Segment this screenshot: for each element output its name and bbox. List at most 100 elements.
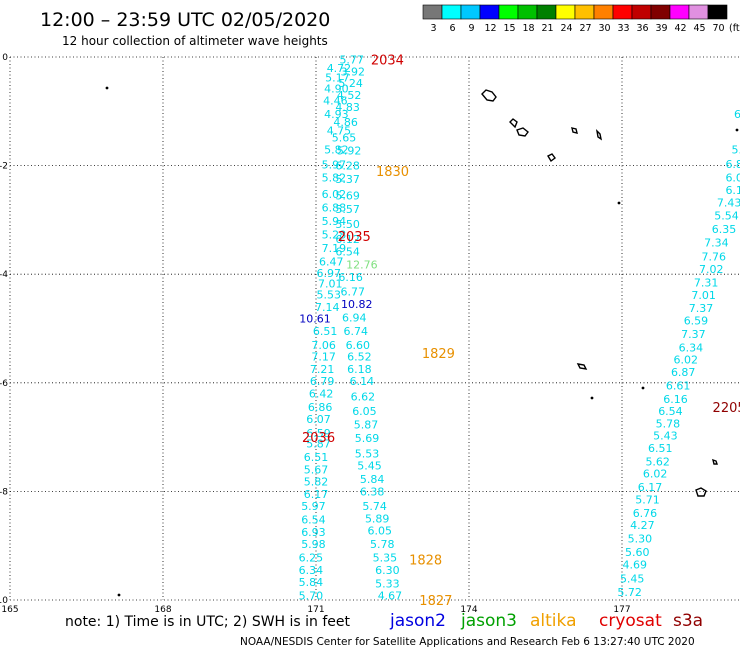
colorbar-label: 6 bbox=[449, 23, 455, 34]
wave-height-value: 4.93 bbox=[324, 108, 349, 121]
wave-height-value: 7.01 bbox=[318, 277, 343, 290]
island-dot bbox=[735, 128, 739, 132]
colorbar-label: 39 bbox=[655, 23, 667, 34]
colorbar-swatch bbox=[707, 4, 728, 20]
wave-height-value: 5.78 bbox=[370, 538, 395, 551]
wave-height-tracks: 5.774.723.925.175.244.904.524.464.834.93… bbox=[299, 54, 740, 603]
wave-height-value: 6.94 bbox=[342, 312, 367, 325]
wave-height-value: 4.52 bbox=[337, 89, 362, 102]
colorbar-label: 24 bbox=[560, 23, 572, 34]
mission-legend-altika: altika bbox=[530, 611, 577, 631]
wave-height-value: 5.82 bbox=[304, 476, 329, 489]
wave-height-value: 12.76 bbox=[346, 258, 378, 271]
footer-credit: NOAA/NESDIS Center for Satellite Applica… bbox=[240, 636, 695, 648]
colorbar-label: 42 bbox=[674, 23, 686, 34]
island-dot bbox=[617, 201, 621, 205]
wave-height-value: 6.76 bbox=[633, 507, 658, 520]
colorbar-swatch bbox=[460, 4, 481, 20]
colorbar-swatch bbox=[498, 4, 519, 20]
colorbar-swatch bbox=[631, 4, 652, 20]
colorbar-swatch bbox=[650, 4, 671, 20]
wave-height-value: 7.06 bbox=[311, 339, 336, 352]
wave-height-value: 7.02 bbox=[699, 263, 724, 276]
wave-height-value: 4.75 bbox=[327, 124, 352, 137]
wave-height-value: 6.07 bbox=[306, 413, 331, 426]
wave-height-value: 7.21 bbox=[310, 363, 335, 376]
colorbar-swatch bbox=[479, 4, 500, 20]
colorbar-swatch bbox=[555, 4, 576, 20]
wave-height-value: 6.18 bbox=[347, 363, 372, 376]
colorbar-label: 18 bbox=[522, 23, 534, 34]
wave-height-value: 4.90 bbox=[324, 82, 349, 95]
pass-time-label: 1830 bbox=[376, 165, 409, 180]
island-outline bbox=[481, 89, 497, 102]
wave-height-value: 6.8 bbox=[725, 158, 740, 171]
wave-height-value: 6.61 bbox=[666, 380, 691, 393]
island-dot bbox=[105, 86, 109, 90]
wave-height-value: 5.87 bbox=[306, 438, 331, 451]
colorbar-swatch bbox=[669, 4, 690, 20]
wave-height-value: 6.34 bbox=[679, 342, 704, 355]
wave-height-value: 4.86 bbox=[333, 116, 358, 129]
colorbar-swatch bbox=[536, 4, 557, 20]
longitude-label: 171 bbox=[307, 605, 324, 615]
wave-height-value: 10.61 bbox=[299, 313, 331, 326]
wave-height-value: 5.35 bbox=[373, 552, 398, 565]
wave-height-value: 5.24 bbox=[338, 77, 363, 90]
wave-height-value: 6.79 bbox=[310, 375, 335, 388]
island-outline bbox=[571, 127, 578, 134]
colorbar-swatch bbox=[574, 4, 595, 20]
island-outline bbox=[509, 118, 529, 137]
wave-height-value: 6.16 bbox=[663, 393, 688, 406]
wave-height-value: 6.05 bbox=[368, 524, 393, 537]
wave-height-value: 5.45 bbox=[357, 459, 382, 472]
wave-height-value: 6.02 bbox=[322, 188, 347, 201]
wave-height-value: 5. bbox=[732, 143, 740, 156]
island-outlines bbox=[105, 86, 739, 597]
mission-legend: jason2 jason3 altika cryosat s3a bbox=[389, 611, 703, 631]
wave-height-value: 5.67 bbox=[304, 464, 329, 477]
wave-height-value: 6.05 bbox=[352, 405, 377, 418]
wave-height-value: 5.62 bbox=[645, 456, 670, 469]
wave-height-value: 6.60 bbox=[346, 339, 371, 352]
wave-height-value: 6.51 bbox=[304, 451, 329, 464]
wave-height-value: 6.1 bbox=[725, 184, 740, 197]
wave-height-value: 5.69 bbox=[335, 189, 360, 202]
colorbar-swatch bbox=[593, 4, 614, 20]
wave-height-value: 4.83 bbox=[335, 101, 360, 114]
latitude-label: -6 bbox=[0, 379, 8, 389]
wave-height-value: 6.51 bbox=[648, 442, 673, 455]
longitude-label: 165 bbox=[1, 605, 18, 615]
colorbar-swatch bbox=[688, 4, 709, 20]
colorbar-label: 12 bbox=[484, 23, 496, 34]
colorbar-swatch bbox=[612, 4, 633, 20]
wave-height-value: 6.0 bbox=[725, 172, 740, 185]
island-dot bbox=[590, 396, 594, 400]
wave-height-value: 6.59 bbox=[306, 427, 331, 440]
wave-height-value: 7.14 bbox=[315, 301, 340, 314]
wave-height-value: 3.92 bbox=[340, 66, 365, 79]
wave-height-value: 6.16 bbox=[338, 271, 363, 284]
wave-height-value: 5.97 bbox=[322, 159, 347, 172]
wave-height-value: 6.52 bbox=[347, 351, 372, 364]
wave-height-value: 5.57 bbox=[335, 203, 360, 216]
wave-height-value: 6.34 bbox=[299, 564, 324, 577]
wave-height-value: 5.77 bbox=[339, 54, 364, 67]
island-outline bbox=[595, 128, 603, 141]
pass-time-label: 2035 bbox=[338, 230, 371, 245]
wave-height-value: 6.54 bbox=[335, 245, 360, 258]
wave-height-value: 4.72 bbox=[327, 62, 352, 75]
wave-height-value: 5.82 bbox=[322, 172, 347, 185]
wave-height-value: 5.97 bbox=[301, 500, 326, 513]
colorbar-label: 70 bbox=[712, 23, 724, 34]
wave-height-value: 5.74 bbox=[362, 500, 387, 513]
pass-time-label: 1829 bbox=[422, 347, 455, 362]
map-grid: 0 -2 -4 -6 -8 -10165 168 171 174 177 bbox=[0, 53, 740, 615]
wave-height-value: 5.37 bbox=[335, 173, 360, 186]
island-outline bbox=[712, 458, 718, 465]
wave-height-value: 5.82 bbox=[324, 143, 349, 156]
wave-height-value: 5.50 bbox=[335, 218, 360, 231]
colorbar-label: 3 bbox=[430, 23, 436, 34]
legend-note: note: 1) Time is in UTC; 2) SWH is in fe… bbox=[65, 614, 351, 630]
wave-height-value: 6.88 bbox=[322, 201, 347, 214]
